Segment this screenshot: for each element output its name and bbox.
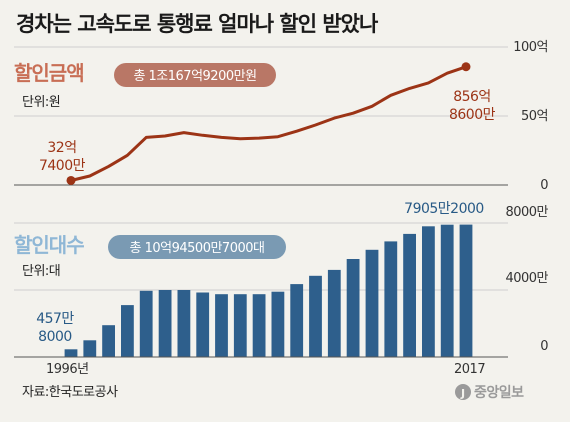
bar-2013 bbox=[384, 241, 398, 357]
bar-2001 bbox=[158, 290, 172, 357]
bar-2009 bbox=[309, 275, 322, 357]
bar-1999 bbox=[121, 305, 134, 357]
logo-mark-icon bbox=[455, 384, 471, 400]
line-start-point bbox=[66, 175, 76, 185]
logo-mark-letter: J bbox=[460, 387, 465, 400]
line-start-label-2: 7400만 bbox=[39, 158, 86, 174]
bar-section-title: 할인대수 bbox=[14, 233, 84, 257]
line-series bbox=[66, 62, 471, 185]
bar-2003 bbox=[196, 292, 210, 357]
bar-2010 bbox=[327, 269, 341, 357]
bar-2005 bbox=[233, 294, 247, 357]
line-end-label-2: 8600만 bbox=[449, 107, 496, 123]
bar-total-label: 총 10억94500만7000대 bbox=[130, 241, 265, 256]
bar-2004 bbox=[215, 294, 228, 357]
line-end-point bbox=[461, 62, 471, 72]
bar-y-tick-0: 0 bbox=[540, 339, 548, 354]
bar-2007 bbox=[271, 291, 285, 357]
bar-2006 bbox=[252, 294, 266, 357]
bar-2016 bbox=[440, 224, 454, 357]
bar-2011 bbox=[346, 259, 360, 357]
line-total-label: 총 1조167억9200만원 bbox=[133, 69, 256, 84]
bar-unit-label: 단위:대 bbox=[22, 264, 60, 279]
bar-2015 bbox=[422, 226, 435, 357]
line-start-label-1: 32억 bbox=[47, 140, 76, 156]
logo-text: 중앙일보 bbox=[474, 384, 524, 401]
line-total-pill bbox=[114, 63, 276, 87]
x-tick-end: 2017 bbox=[454, 362, 485, 377]
bar-1997 bbox=[83, 340, 97, 358]
bar-start-label-1: 457만 bbox=[36, 311, 74, 327]
line-y-tick-100: 100억 bbox=[513, 40, 548, 55]
bar-2002 bbox=[177, 290, 191, 357]
bar-total-pill bbox=[108, 235, 286, 259]
bar-2008 bbox=[290, 284, 304, 357]
bar-1996년 bbox=[64, 349, 78, 357]
bar-y-tick-8000: 8000만 bbox=[505, 205, 548, 220]
bar-2012 bbox=[365, 249, 379, 357]
bar-end-label: 7905만2000 bbox=[404, 201, 484, 217]
source-note: 자료:한국도로공사 bbox=[22, 385, 118, 400]
line-y-tick-0: 0 bbox=[540, 178, 548, 193]
line-path bbox=[70, 65, 467, 182]
line-end-label-1: 856억 bbox=[453, 89, 491, 105]
bar-start-label-2: 8000 bbox=[38, 329, 72, 345]
line-unit-label: 단위:원 bbox=[22, 95, 60, 110]
bar-2017 bbox=[459, 224, 473, 357]
bar-y-tick-4000: 4000만 bbox=[505, 271, 548, 286]
line-y-tick-50: 50억 bbox=[521, 109, 548, 124]
bar-series bbox=[64, 224, 473, 358]
chart-title: 경차는 고속도로 통행료 얼마나 할인 받았나 bbox=[16, 12, 378, 36]
line-section-title: 할인금액 bbox=[14, 61, 84, 85]
bar-2000 bbox=[139, 290, 153, 357]
bar-1998 bbox=[102, 325, 115, 357]
x-tick-start: 1996년 bbox=[46, 362, 89, 377]
bar-2014 bbox=[403, 233, 416, 357]
